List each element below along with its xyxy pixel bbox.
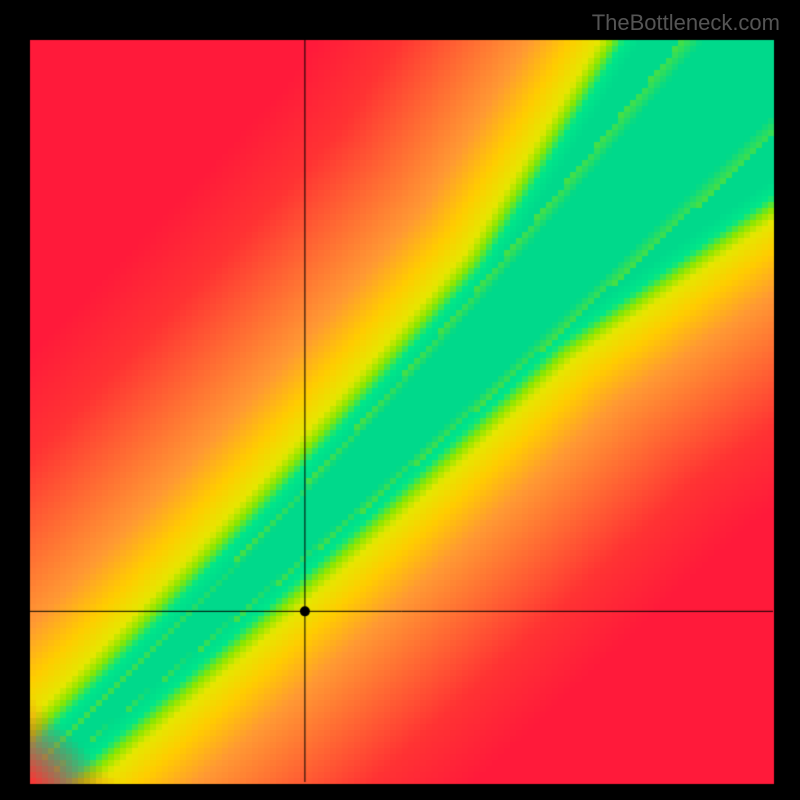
chart-container: TheBottleneck.com <box>0 0 800 800</box>
bottleneck-heatmap <box>0 0 800 800</box>
watermark-text: TheBottleneck.com <box>592 10 780 36</box>
